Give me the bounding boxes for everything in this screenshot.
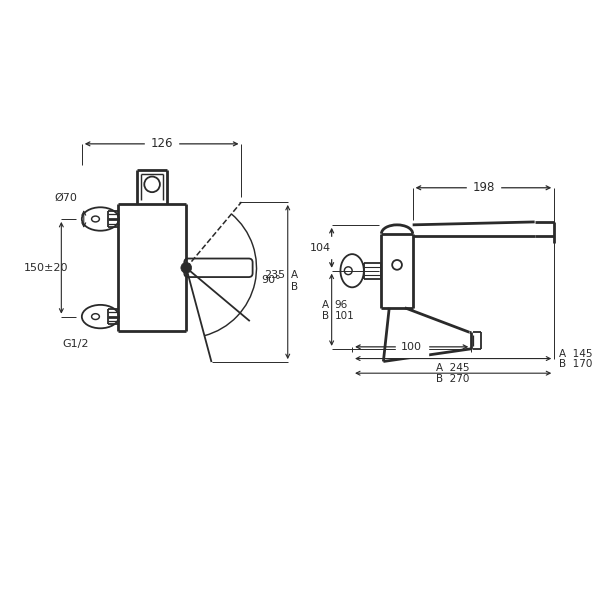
Text: 150±20: 150±20 [23, 263, 68, 273]
Text: 198: 198 [472, 181, 494, 194]
Text: 235: 235 [263, 270, 285, 280]
Circle shape [181, 262, 191, 273]
Text: 126: 126 [151, 137, 173, 151]
Text: 101: 101 [335, 311, 355, 320]
Text: B: B [290, 282, 298, 292]
Text: B  170: B 170 [559, 359, 592, 370]
Text: A: A [290, 270, 298, 280]
Text: A: A [322, 300, 329, 310]
Text: 96: 96 [335, 300, 348, 310]
Text: B  270: B 270 [436, 374, 470, 384]
Text: A  245: A 245 [436, 364, 470, 373]
Text: Ø70: Ø70 [55, 193, 77, 203]
Text: G1/2: G1/2 [63, 339, 89, 349]
Text: 90°: 90° [262, 275, 281, 284]
Text: 104: 104 [310, 243, 331, 253]
Text: B: B [322, 311, 329, 320]
Text: A  145: A 145 [559, 349, 593, 359]
Text: 100: 100 [401, 342, 422, 352]
